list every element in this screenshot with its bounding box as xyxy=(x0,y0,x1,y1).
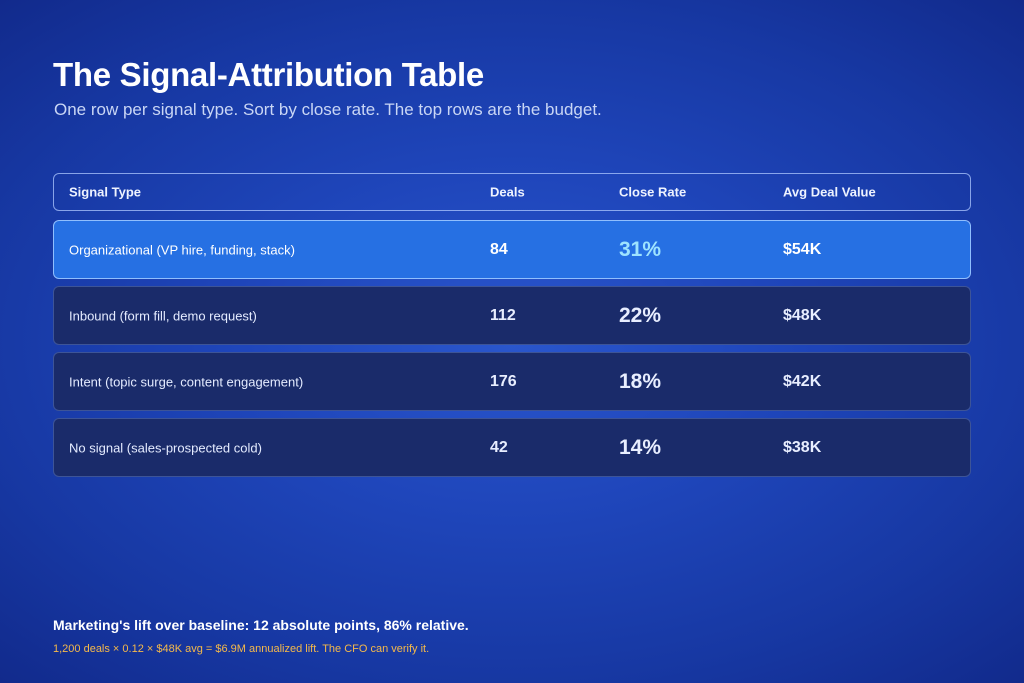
lift-calculation-note: 1,200 deals × 0.12 × $48K avg = $6.9M an… xyxy=(53,643,430,655)
table-row-no-signal: No signal (sales-prospected cold) 42 14%… xyxy=(53,418,971,477)
signal-attribution-table: Signal Type Deals Close Rate Avg Deal Va… xyxy=(53,173,971,484)
page-title: The Signal-Attribution Table xyxy=(53,56,484,93)
table-row-intent: Intent (topic surge, content engagement)… xyxy=(53,352,971,411)
signal-type-cell: Intent (topic surge, content engagement) xyxy=(69,374,304,389)
signal-type-cell: Organizational (VP hire, funding, stack) xyxy=(69,242,295,257)
close-rate-cell: 22% xyxy=(619,303,662,327)
table-row-organizational: Organizational (VP hire, funding, stack)… xyxy=(53,220,971,279)
page-subtitle: One row per signal type. Sort by close r… xyxy=(54,100,602,119)
header-close-rate: Close Rate xyxy=(619,184,687,200)
close-rate-cell: 18% xyxy=(619,369,662,393)
header-deals: Deals xyxy=(490,184,525,200)
table-header-row: Signal Type Deals Close Rate Avg Deal Va… xyxy=(53,173,971,211)
avg-deal-value-cell: $54K xyxy=(783,240,822,258)
close-rate-cell: 14% xyxy=(619,435,662,459)
deals-cell: 176 xyxy=(490,372,517,390)
header-signal-type: Signal Type xyxy=(69,184,141,200)
avg-deal-value-cell: $48K xyxy=(783,306,822,324)
lift-summary: Marketing's lift over baseline: 12 absol… xyxy=(53,617,469,633)
deals-cell: 84 xyxy=(490,240,508,258)
avg-deal-value-cell: $42K xyxy=(783,372,822,390)
deals-cell: 112 xyxy=(490,306,516,324)
header-avg-deal-value: Avg Deal Value xyxy=(783,184,876,200)
signal-type-cell: No signal (sales-prospected cold) xyxy=(69,440,262,455)
deals-cell: 42 xyxy=(490,438,508,456)
close-rate-cell: 31% xyxy=(619,237,662,261)
table-row-inbound: Inbound (form fill, demo request) 112 22… xyxy=(53,286,971,345)
signal-type-cell: Inbound (form fill, demo request) xyxy=(69,308,257,323)
avg-deal-value-cell: $38K xyxy=(783,438,822,456)
